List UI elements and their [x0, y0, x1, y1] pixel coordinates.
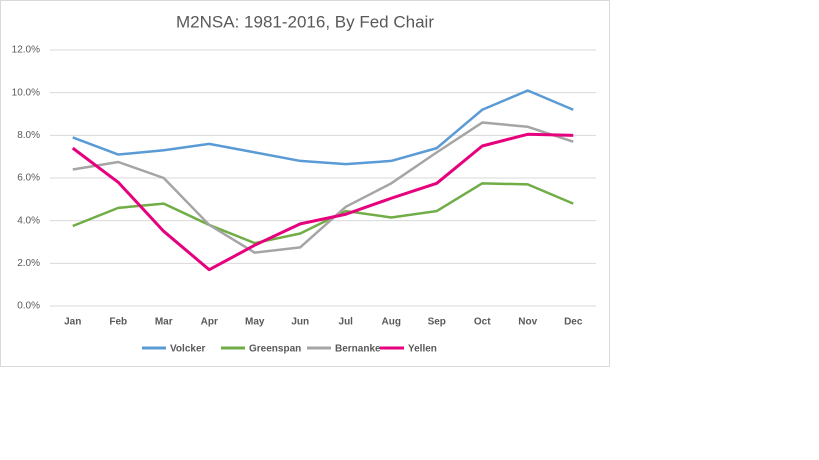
- x-tick-label: Jan: [64, 317, 81, 328]
- legend-label: Bernanke: [335, 344, 381, 355]
- series-line: [72, 182, 574, 245]
- chart-title: M2NSA: 1981-2016, By Fed Chair: [176, 12, 434, 31]
- x-tick-label: Mar: [155, 317, 173, 328]
- x-tick-label: Aug: [382, 317, 401, 328]
- x-tick-label: May: [245, 317, 265, 328]
- y-tick-label: 8.0%: [17, 130, 40, 141]
- series-line: [72, 121, 574, 254]
- y-tick-label: 12.0%: [12, 45, 40, 56]
- series-line: [71, 132, 574, 272]
- y-tick-label: 2.0%: [17, 258, 40, 269]
- y-tick-label: 0.0%: [17, 301, 40, 312]
- legend-label: Yellen: [408, 344, 437, 355]
- y-tick-label: 10.0%: [12, 87, 40, 98]
- x-tick-label: Apr: [201, 317, 218, 328]
- y-tick-label: 6.0%: [17, 173, 40, 184]
- x-tick-label: Jul: [339, 317, 354, 328]
- x-tick-label: Dec: [564, 317, 583, 328]
- series-line: [72, 89, 574, 166]
- x-tick-label: Nov: [518, 317, 537, 328]
- legend-label: Volcker: [170, 344, 205, 355]
- y-tick-label: 4.0%: [17, 215, 40, 226]
- x-tick-label: Oct: [474, 317, 491, 328]
- x-tick-label: Sep: [428, 317, 446, 328]
- legend-label: Greenspan: [249, 344, 301, 355]
- x-tick-label: Jun: [291, 317, 309, 328]
- x-tick-label: Feb: [109, 317, 127, 328]
